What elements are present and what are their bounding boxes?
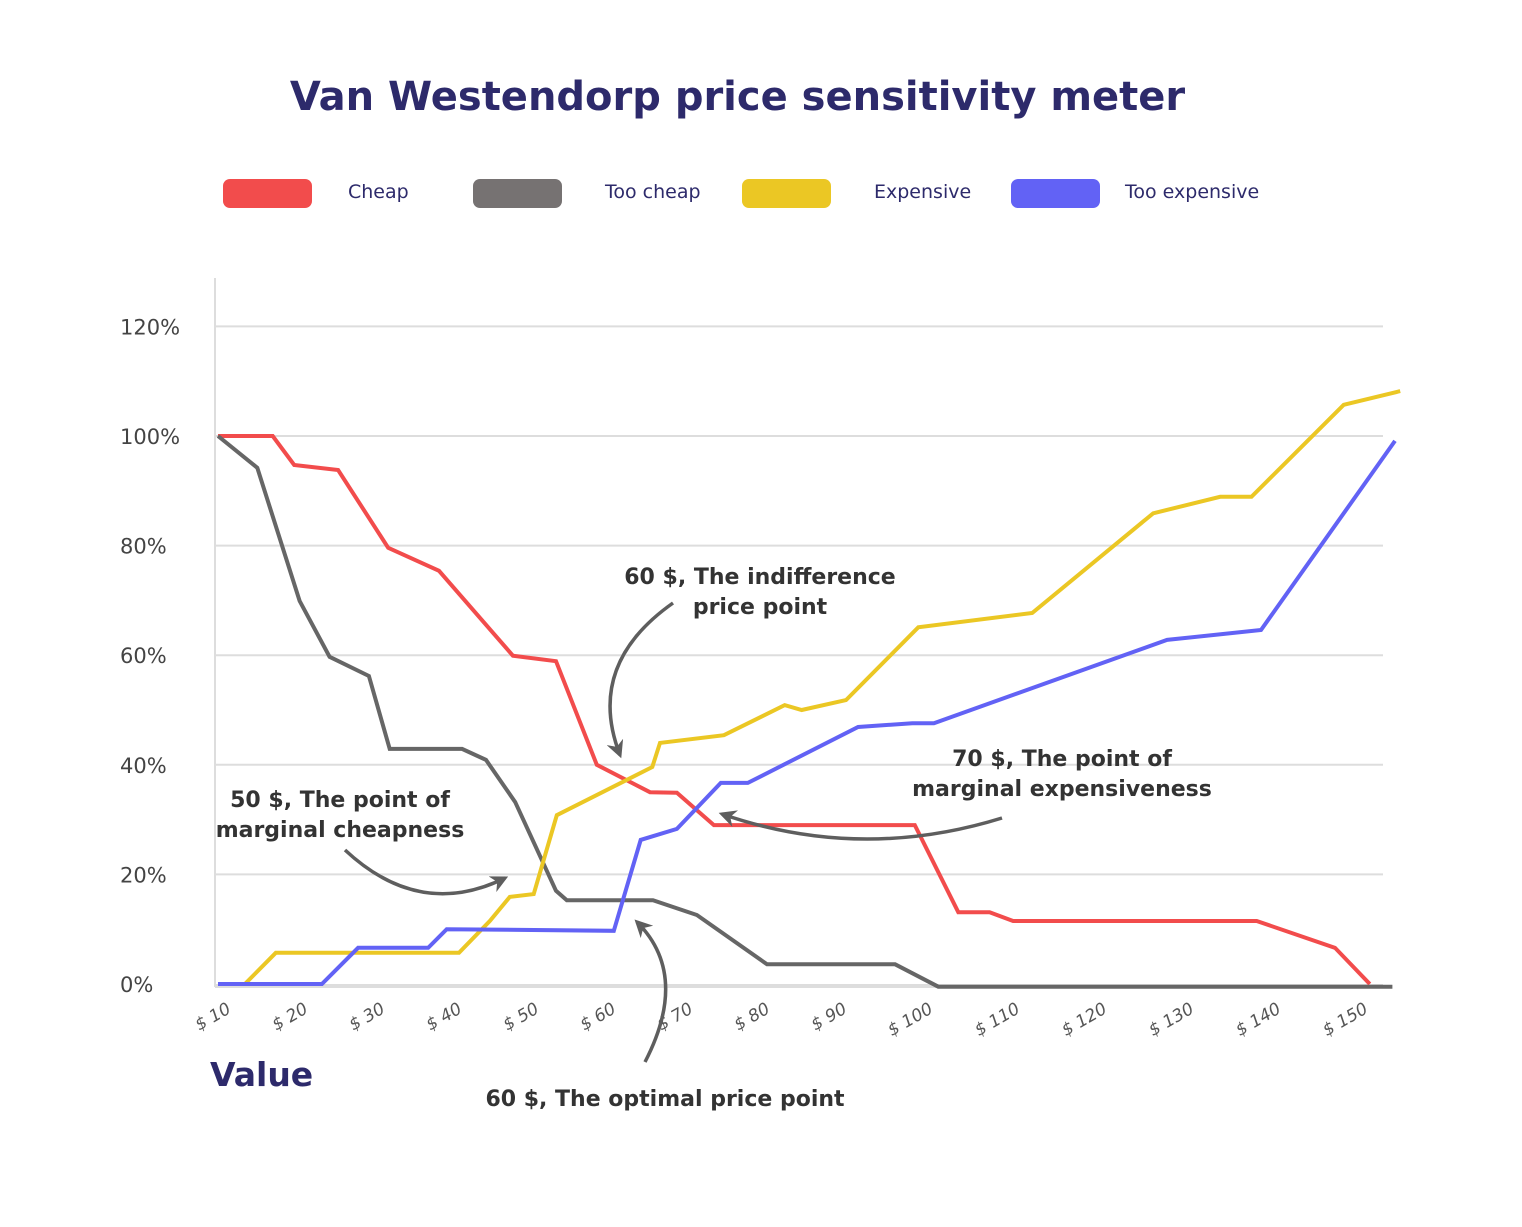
y-tick-label: 0% (120, 973, 153, 997)
arrow-optimal (634, 919, 668, 1063)
arrow-indifference (606, 601, 675, 759)
x-tick-label: $ 140 (1232, 999, 1284, 1041)
y-tick-label: 40% (120, 754, 167, 778)
x-tick-label: $ 120 (1058, 999, 1110, 1041)
legend-label-too-cheap: Too cheap (605, 181, 701, 203)
annotation-optimal: 60 $, The optimal price point (485, 1087, 845, 1112)
legend-swatch-too-expensive (1011, 179, 1100, 208)
x-tick-label: $ 80 (731, 999, 774, 1035)
y-tick-label: 60% (120, 644, 167, 668)
x-tick-label: $ 100 (884, 999, 936, 1041)
x-tick-label: $ 110 (971, 999, 1023, 1041)
x-tick-label: $ 60 (577, 999, 620, 1035)
y-tick-label: 120% (120, 315, 180, 339)
x-tick-label: $ 50 (500, 999, 543, 1035)
x-tick-label: $ 20 (269, 999, 312, 1035)
x-tick-label: $ 30 (346, 999, 389, 1035)
legend-swatch-cheap (223, 179, 312, 208)
x-tick-label: $ 10 (192, 999, 235, 1035)
legend-label-too-expensive: Too expensive (1125, 181, 1260, 203)
x-axis-title: Value (210, 1055, 313, 1094)
legend-swatch-too-cheap (473, 179, 562, 208)
y-tick-label: 20% (120, 863, 167, 887)
series-line-too-cheap (216, 434, 1393, 989)
annotation-indifference-line2: price point (693, 595, 828, 620)
series-line-expensive (243, 389, 1401, 986)
legend-swatch-expensive (742, 179, 831, 208)
series-line-too-expensive (218, 439, 1397, 986)
chart-title: Van Westendorp price sensitivity meter (289, 74, 1186, 120)
y-tick-label: 100% (120, 425, 180, 449)
annotation-expensiveness-line2: marginal expensiveness (912, 777, 1212, 802)
annotation-expensiveness-line1: 70 $, The point of (952, 747, 1172, 772)
arrow-marginal-expensiveness (718, 810, 1003, 841)
annotation-indifference-line1: 60 $, The indifference (624, 565, 895, 590)
x-tick-label: $ 130 (1145, 999, 1197, 1041)
annotation-cheapness-line2: marginal cheapness (216, 818, 465, 843)
legend-label-expensive: Expensive (874, 181, 972, 203)
annotation-cheapness-line1: 50 $, The point of (230, 788, 450, 813)
series-line-cheap (218, 434, 1372, 986)
legend-label-cheap: Cheap (348, 181, 409, 203)
x-tick-label: $ 150 (1319, 999, 1371, 1041)
arrow-marginal-cheapness (343, 848, 509, 896)
y-tick-label: 80% (120, 535, 167, 559)
x-tick-label: $ 90 (808, 999, 851, 1035)
x-tick-label: $ 40 (423, 999, 466, 1035)
